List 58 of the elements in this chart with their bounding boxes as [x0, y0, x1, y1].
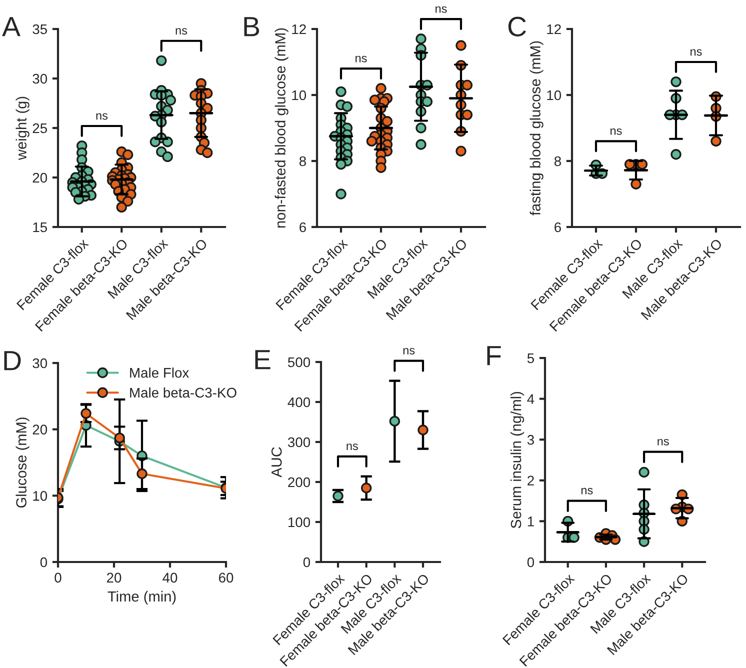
- y-tick-label: 200: [288, 477, 310, 488]
- y-tick-label: 20: [32, 172, 48, 183]
- y-axis-title: Glucose (mM): [16, 418, 30, 508]
- chart-title: C: [508, 16, 526, 36]
- y-tick-label: 1: [528, 516, 534, 526]
- y-tick-label: 6: [554, 222, 561, 232]
- y-tick-label: 3: [527, 434, 534, 445]
- legend-label: Male Flox: [130, 368, 190, 378]
- annotation: ns: [658, 438, 669, 446]
- y-tick-label: 8: [299, 156, 306, 166]
- annotation: ns: [610, 128, 622, 135]
- y-tick-label: 6: [300, 222, 306, 232]
- text: ns: [436, 6, 447, 13]
- annotation: ns: [581, 488, 593, 494]
- y-tick-label: 400: [288, 397, 310, 408]
- y-tick-label: 5: [527, 353, 534, 364]
- y-tick-label: 0: [303, 557, 310, 568]
- y-tick-label: 0: [527, 557, 534, 568]
- annotation: ns: [176, 28, 188, 35]
- y-tick-label: 8: [554, 156, 561, 166]
- x-tick-label: 60: [218, 572, 234, 583]
- annotation: ns: [690, 49, 702, 56]
- y-tick-label: 300: [288, 437, 310, 448]
- y-tick-label: 0: [40, 557, 48, 568]
- x-tick-label: 20: [106, 572, 122, 583]
- y-tick-label: 15: [33, 222, 48, 232]
- y-tick-label: 10: [292, 90, 306, 100]
- annotation: ns: [96, 113, 108, 120]
- legend-label: Male beta-C3-KO: [130, 387, 236, 398]
- chart-title: B: [244, 17, 260, 36]
- x-tick-label: 0: [54, 572, 62, 583]
- y-tick-label: 12: [547, 24, 561, 34]
- y-tick-label: 25: [32, 123, 48, 134]
- x-tick-label: 40: [162, 572, 178, 583]
- y-axis-title: Serum insulin (ng/ml): [510, 392, 524, 528]
- chart-title: D: [4, 351, 21, 370]
- chart-title: E: [255, 350, 270, 370]
- y-axis-title: AUC: [271, 447, 282, 478]
- y-tick-label: 30: [32, 74, 48, 84]
- annotation: ns: [356, 56, 367, 62]
- y-tick-label: 4: [527, 394, 534, 404]
- y-tick-label: 12: [292, 24, 306, 34]
- chart-title: F: [487, 346, 501, 366]
- y-tick-label: 2: [528, 476, 534, 486]
- annotation: ns: [346, 444, 358, 450]
- y-axis-title: weight (g): [16, 96, 30, 160]
- y-axis-title: fasting blood glucose (mM): [530, 41, 544, 216]
- y-tick-label: 100: [288, 517, 310, 528]
- y-tick-label: 10: [547, 90, 562, 100]
- y-tick-label: 500: [288, 357, 310, 368]
- text: ns: [403, 348, 415, 354]
- y-tick-label: 30: [32, 358, 48, 368]
- y-axis-title: non-fasted blood glucose (mM): [274, 28, 288, 228]
- chart-title: A: [2, 17, 20, 36]
- x-axis-title: Time (min): [108, 590, 176, 605]
- y-tick-label: 10: [33, 491, 48, 501]
- y-tick-label: 20: [32, 424, 48, 435]
- y-tick-label: 35: [32, 24, 48, 34]
